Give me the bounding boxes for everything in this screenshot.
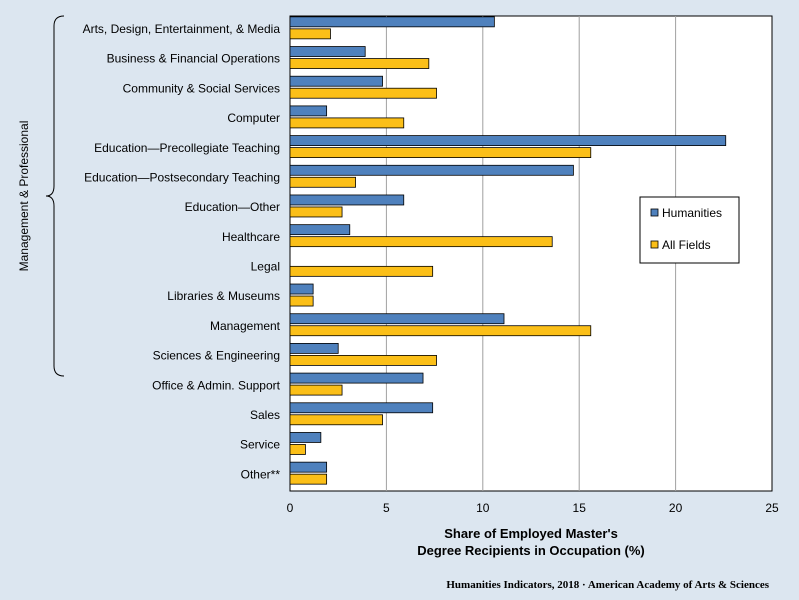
category-label-7: Healthcare (222, 230, 280, 244)
bar-humanities-5 (289, 164, 574, 176)
legend-label-humanities: Humanities (662, 206, 722, 220)
bar-humanities-2 (289, 75, 383, 87)
category-label-9: Libraries & Museums (167, 289, 280, 303)
bar-all-fields-11 (289, 355, 437, 366)
bar-all-fields-3 (289, 117, 405, 129)
x-tick-5: 5 (383, 501, 390, 515)
footer-credit: Humanities Indicators, 2018 · American A… (446, 579, 769, 591)
category-label-3: Computer (227, 111, 280, 125)
bar-all-fields-0 (289, 28, 331, 40)
bar-all-fields-9 (289, 295, 314, 307)
category-labels: Arts, Design, Entertainment, & Media Busi… (83, 22, 281, 481)
bar-humanities-10 (289, 313, 505, 325)
bar-humanities-12 (289, 372, 424, 384)
bar-humanities-0 (289, 16, 495, 28)
group-label: Management & Professional (17, 121, 31, 272)
bar-humanities-14 (289, 432, 322, 443)
category-label-0: Arts, Design, Entertainment, & Media (83, 22, 281, 36)
category-label-14: Service (240, 438, 280, 452)
category-label-11: Sciences & Engineering (153, 349, 280, 363)
group-brace (45, 15, 65, 377)
category-label-6: Education—Other (185, 200, 280, 214)
bar-all-fields-12 (289, 384, 343, 396)
bar-all-fields-15 (289, 473, 328, 485)
bar-all-fields-7 (289, 236, 553, 248)
bar-all-fields-13 (289, 414, 383, 426)
x-tick-15: 15 (573, 501, 587, 515)
bar-humanities-4 (289, 135, 727, 146)
category-label-5: Education—Postsecondary Teaching (84, 170, 280, 184)
category-label-13: Sales (250, 408, 280, 422)
bar-all-fields-4 (289, 147, 592, 158)
bar-humanities-7 (289, 224, 351, 236)
legend: Humanities All Fields (639, 196, 740, 264)
legend-label-all-fields: All Fields (662, 238, 711, 252)
category-label-8: Legal (251, 260, 280, 274)
category-label-15: Other** (241, 467, 281, 481)
bar-humanities-13 (289, 402, 434, 414)
x-axis-title-line1: Share of Employed Master's (444, 526, 618, 541)
bar-humanities-9 (289, 283, 314, 295)
x-tick-labels: 0 5 10 15 20 25 (287, 501, 779, 515)
bar-humanities-1 (289, 46, 366, 57)
bars (289, 16, 727, 485)
x-tick-10: 10 (476, 501, 490, 515)
category-label-12: Office & Admin. Support (152, 378, 281, 392)
bar-all-fields-10 (289, 325, 592, 337)
legend-box (639, 196, 740, 264)
bar-humanities-3 (289, 105, 328, 117)
bar-humanities-6 (289, 194, 405, 206)
category-label-1: Business & Financial Operations (107, 52, 280, 66)
bar-all-fields-5 (289, 176, 356, 188)
legend-swatch-all-fields (650, 240, 659, 249)
bar-humanities-15 (289, 461, 328, 473)
bar-humanities-11 (289, 343, 339, 354)
legend-swatch-humanities (650, 208, 659, 217)
bar-all-fields-8 (289, 265, 434, 277)
x-axis-title-line2: Degree Recipients in Occupation (%) (417, 543, 645, 558)
x-tick-20: 20 (669, 501, 683, 515)
category-label-4: Education—Precollegiate Teaching (94, 141, 280, 155)
bar-all-fields-6 (289, 206, 343, 218)
category-label-2: Community & Social Services (123, 81, 280, 95)
category-label-10: Management (210, 319, 281, 333)
bar-all-fields-14 (289, 444, 306, 455)
bar-all-fields-1 (289, 58, 430, 69)
bar-all-fields-2 (289, 87, 437, 99)
x-tick-25: 25 (765, 501, 779, 515)
x-tick-0: 0 (287, 501, 294, 515)
